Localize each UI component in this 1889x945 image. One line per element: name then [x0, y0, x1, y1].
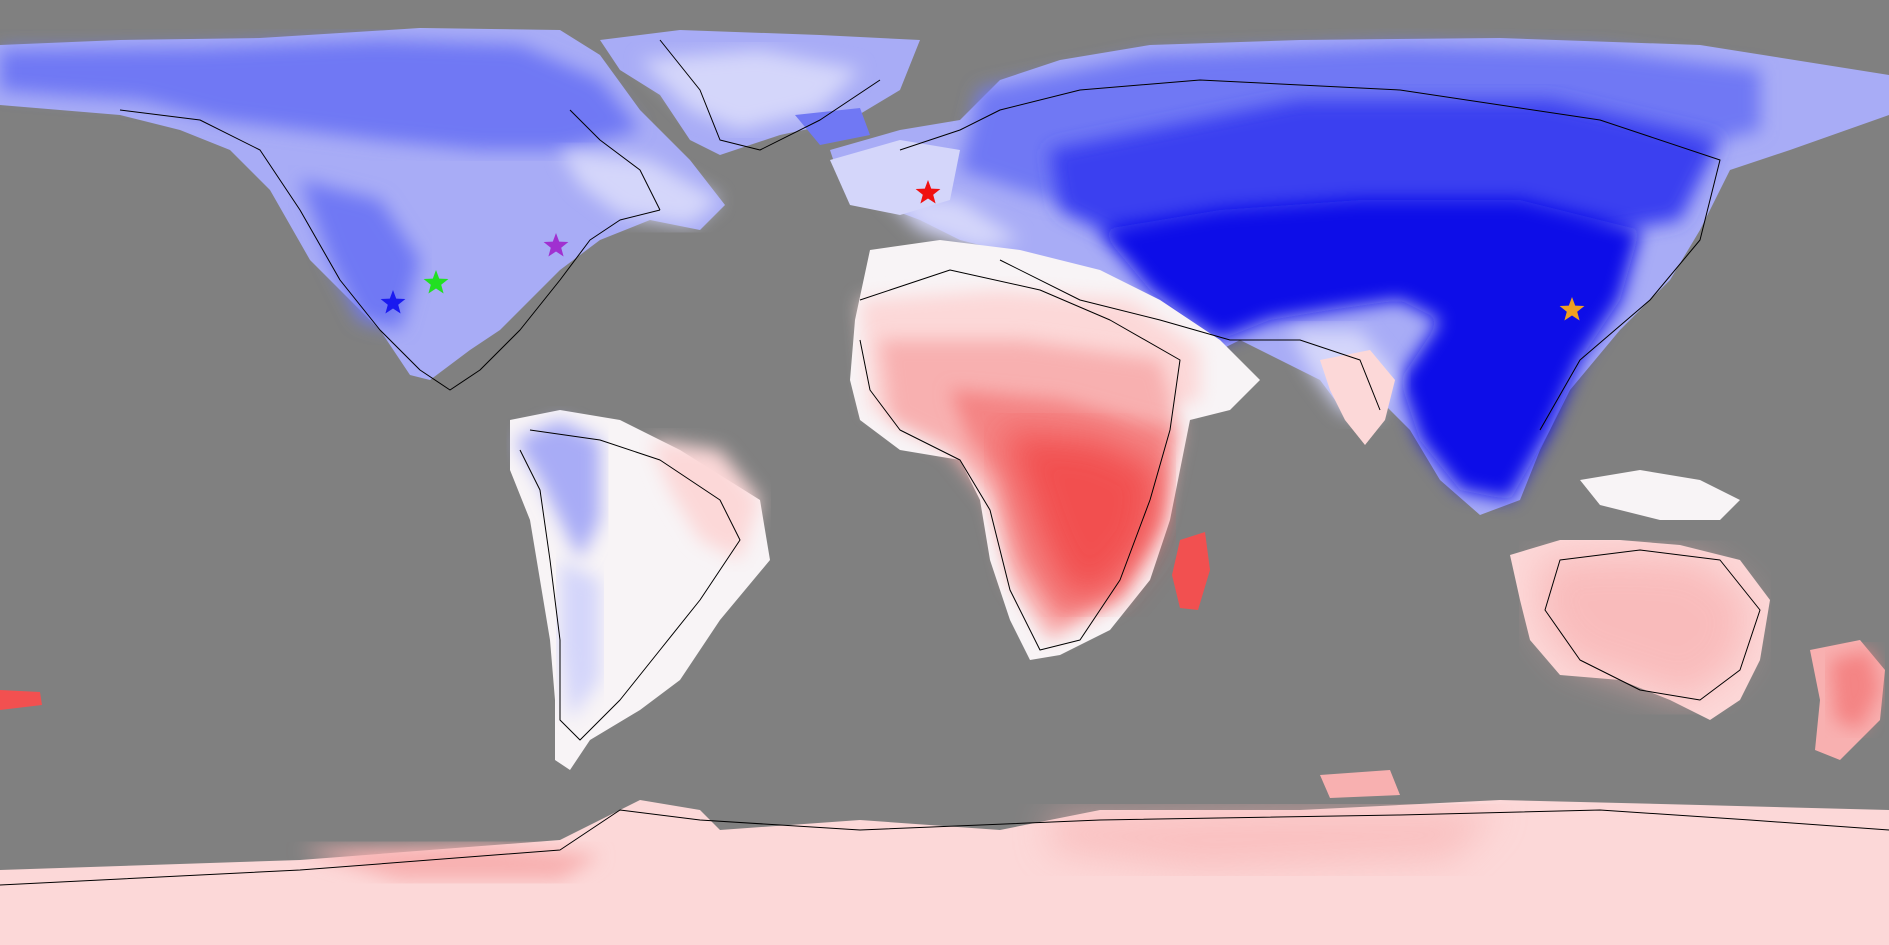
india-region — [1320, 350, 1395, 445]
madagascar-region — [1172, 532, 1210, 610]
africa-region — [850, 240, 1260, 660]
orange-star-marker[interactable] — [1559, 297, 1585, 321]
north-america-region — [0, 28, 725, 380]
blue-star-marker[interactable] — [380, 290, 406, 314]
oceania-region — [1510, 470, 1885, 760]
purple-star-marker[interactable] — [543, 233, 569, 257]
pacific-island-patch — [0, 690, 42, 710]
south-atlantic-patch — [1320, 770, 1400, 798]
coastlines — [0, 39, 1889, 886]
markers — [380, 180, 1585, 321]
south-america-region — [510, 410, 770, 770]
eurasia-region — [830, 38, 1889, 515]
antarctica-region — [0, 800, 1889, 945]
green-star-marker[interactable] — [423, 270, 449, 294]
red-star-marker[interactable] — [915, 180, 941, 204]
iceland-region — [795, 108, 870, 145]
